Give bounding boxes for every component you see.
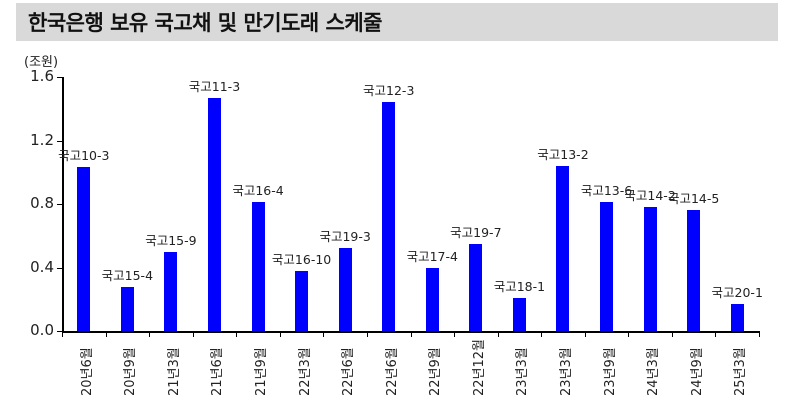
bar: [120, 286, 134, 331]
bar-label: 국고19-7: [450, 224, 502, 240]
bar-label: 국고11-3: [188, 78, 241, 94]
x-tick: [149, 331, 151, 337]
title-bar: 한국은행 보유 국고채 및 만기도래 스케줄: [16, 3, 778, 41]
x-tick-label: 20년9월: [123, 347, 139, 396]
bar: [207, 97, 221, 331]
bar: [512, 297, 526, 331]
x-tick: [366, 331, 368, 337]
bar-label: 국고13-2: [537, 146, 589, 162]
x-tick: [62, 331, 63, 337]
x-tick: [759, 331, 760, 337]
bar: [643, 207, 657, 331]
bar: [556, 165, 570, 331]
y-tick: [57, 77, 62, 78]
x-tick: [192, 331, 194, 337]
chart-title: 한국은행 보유 국고채 및 만기도래 스케줄: [28, 11, 383, 35]
x-tick: [410, 331, 412, 337]
x-tick-label: 24년9월: [689, 347, 705, 396]
bar: [469, 243, 483, 331]
bar: [425, 267, 439, 331]
bar: [600, 202, 614, 331]
x-tick: [454, 331, 456, 337]
x-tick: [497, 331, 499, 337]
y-tick-label: 0.4: [30, 257, 54, 276]
x-tick: [236, 331, 238, 337]
x-tick: [628, 331, 630, 337]
x-tick-label: 23년3월: [558, 347, 574, 396]
y-tick-label: 0.0: [30, 321, 54, 339]
bar: [687, 210, 701, 331]
y-axis: [62, 77, 64, 331]
bar-label: 국고10-3: [58, 148, 110, 164]
x-tick: [105, 331, 107, 337]
x-tick-label: 21년3월: [166, 347, 182, 396]
x-tick-label: 22년3월: [297, 347, 313, 396]
bar-label: 국고19-3: [319, 229, 371, 245]
bar: [295, 270, 309, 331]
bar-label: 국고15-9: [145, 232, 197, 248]
bar-label: 국고12-3: [363, 83, 415, 99]
x-tick-label: 20년6월: [79, 347, 95, 396]
bar-label: 국고15-4: [101, 267, 154, 283]
x-tick-label: 22년9월: [428, 347, 444, 396]
bar-label: 국고16-10: [271, 251, 332, 267]
x-tick: [279, 331, 281, 337]
bar-label: 국고17-4: [406, 248, 458, 264]
bar-label: 국고20-1: [711, 285, 763, 300]
y-tick-label: 0.8: [30, 194, 54, 212]
y-axis-unit: (조원): [24, 55, 59, 70]
bar-label: 국고16-4: [232, 183, 284, 199]
x-tick: [715, 331, 717, 337]
y-tick: [57, 267, 62, 269]
x-tick-label: 21년9월: [254, 347, 270, 396]
y-tick-label: 1.2: [30, 130, 54, 149]
y-tick: [57, 140, 62, 142]
x-tick: [671, 331, 673, 337]
bar: [164, 251, 178, 331]
x-tick-label: 25년3월: [733, 347, 749, 396]
x-tick-label: 24년3월: [646, 347, 662, 396]
x-tick-label: 21년6월: [210, 347, 226, 396]
bar: [382, 102, 396, 331]
y-tick-label: 1.6: [30, 67, 54, 85]
bar: [338, 248, 352, 331]
bar: [251, 202, 265, 331]
x-tick-label: 22년6월: [341, 347, 357, 396]
bar: [730, 304, 744, 331]
y-tick: [57, 204, 62, 205]
x-tick-label: 22년12월: [471, 338, 487, 396]
bar-label: 국고13-6: [580, 183, 633, 199]
x-tick-label: 23년3월: [515, 347, 531, 396]
x-tick: [323, 331, 325, 337]
bar-label: 국고14-5: [667, 191, 720, 207]
x-tick: [541, 331, 543, 337]
bar-label: 국고18-1: [493, 278, 546, 294]
x-tick-label: 22년6월: [384, 347, 400, 396]
x-tick: [584, 331, 586, 337]
y-tick: [57, 331, 62, 332]
bar-label: 국고14-2: [624, 188, 676, 204]
x-tick-label: 23년9월: [602, 347, 618, 396]
bar: [77, 167, 91, 331]
